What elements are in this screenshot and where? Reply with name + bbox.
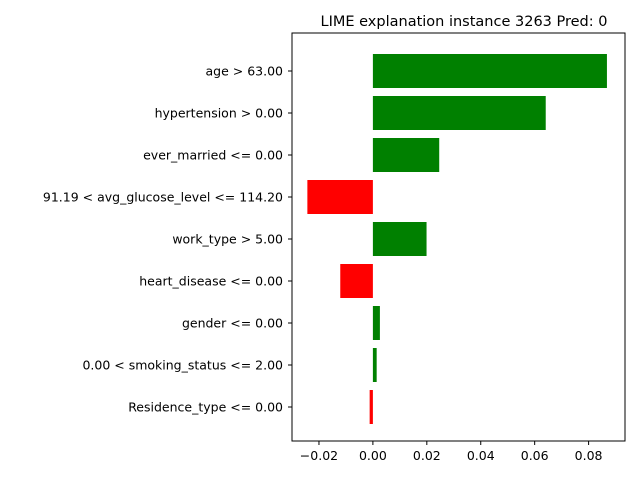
x-axis-ticks: −0.02 0.00 0.02 0.04 0.06 0.08 [300,441,603,463]
category-label: age > 63.00 [206,64,284,79]
bar [372,96,546,130]
bar [307,180,373,214]
category-label: heart_disease <= 0.00 [139,274,283,289]
category-label: ever_married <= 0.00 [143,148,283,163]
category-label: 91.19 < avg_glucose_level <= 114.20 [43,190,283,205]
category-labels: age > 63.00 hypertension > 0.00 ever_marri… [43,64,292,415]
bar [369,390,373,424]
category-label: 0.00 < smoking_status <= 2.00 [82,358,283,373]
x-tick-label: −0.02 [300,448,338,463]
bar [372,306,380,340]
bar [372,54,607,88]
category-label: gender <= 0.00 [182,316,283,331]
category-label: work_type > 5.00 [172,232,283,247]
bar [372,138,440,172]
category-label: Residence_type <= 0.00 [128,400,283,415]
x-tick-label: 0.08 [575,448,603,463]
bar [372,222,427,256]
x-tick-label: 0.00 [359,448,387,463]
plot-frame [291,32,626,442]
bar [372,348,377,382]
chart-title: LIME explanation instance 3263 Pred: 0 [321,14,608,30]
category-label: hypertension > 0.00 [155,106,283,121]
x-tick-label: 0.04 [467,448,495,463]
x-tick-label: 0.02 [413,448,441,463]
bars-layer [307,54,607,424]
bar [340,264,373,298]
x-tick-label: 0.06 [521,448,549,463]
